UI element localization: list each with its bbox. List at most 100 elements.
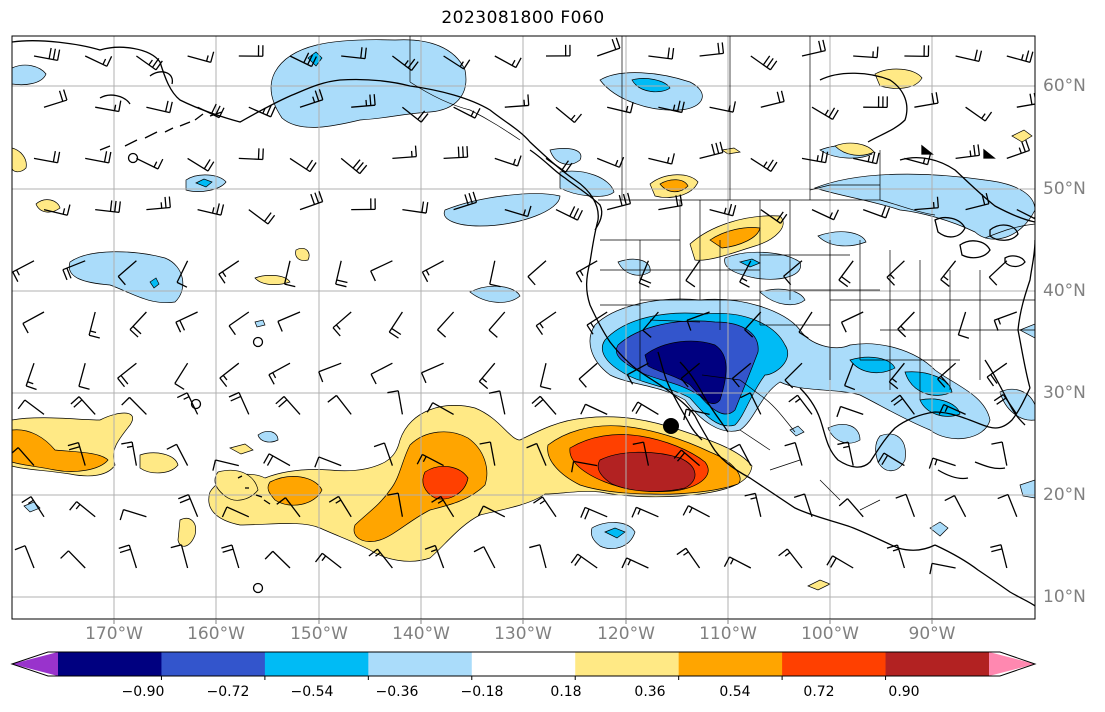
wind-barb [986,362,1008,387]
wind-barb [426,402,454,415]
wind-barb [993,311,1018,331]
lat-label-40n: 40°N [1043,281,1086,301]
wind-barb [555,206,583,221]
wind-barb [136,55,163,71]
wind-barb [531,395,557,415]
wind-barb [838,260,854,288]
colorbar-cell [678,652,783,676]
wind-barb [990,544,1008,569]
lon-label-170w: 170°W [85,624,143,644]
wind-barb [401,106,429,123]
wind-barb [22,311,45,334]
wind-barb [392,145,417,160]
wind-barb [811,209,839,221]
wind-barb [580,403,608,415]
lat-label-20n: 20°N [1043,485,1086,505]
wind-barb [686,311,710,331]
colorbar-cell [471,652,576,676]
wind-barb [744,492,762,517]
wind-barb [197,103,225,119]
wind-barb [275,396,301,415]
lat-label-50n: 50°N [1043,179,1086,199]
wind-barb [648,153,675,165]
lon-label-120w: 120°W [597,624,655,644]
wind-barb [488,311,506,338]
wind-barb [453,191,478,211]
colorbar-label: −0.90 [121,684,165,700]
wind-barb [676,547,701,569]
wind-barb [212,459,239,471]
wind-barb [709,203,737,217]
wind-barb [811,106,839,121]
wind-barb [197,203,225,216]
wind-barb [631,401,659,415]
wind-barb [539,363,552,390]
lat-label-60n: 60°N [1043,76,1086,96]
wind-barb [798,311,813,339]
wind-barb [965,192,990,211]
wind-barb [801,39,827,57]
wind-barb [327,394,352,415]
wind-barb [744,311,762,338]
wind-barb [392,55,419,71]
colorbar-label: 0.90 [888,684,920,700]
wind-barb [837,441,854,466]
wind-barb [638,260,652,288]
wind-barb [187,157,215,172]
wind-barb [248,209,276,225]
wind-barb [33,151,61,164]
wind-barb [85,151,112,164]
calm-wind-circle [127,152,139,164]
wind-barb [955,49,983,63]
wind-barb [784,441,803,466]
wind-barb [504,94,530,108]
wind-barb [95,200,121,214]
wind-barb [784,362,803,389]
wind-barb [335,260,348,288]
colorbar-extend-min [12,652,58,676]
wind-barb [78,363,90,390]
map-title: 2023081800 F060 [441,8,605,28]
wind-barb-pennant [983,148,996,159]
wind-barb [853,151,880,165]
colorbar-cell [264,652,369,676]
wind-barb [494,155,522,167]
wind-barb [897,311,915,338]
colorbar [10,651,1037,680]
wind-barb [642,311,659,338]
wind-barb [248,104,276,118]
wind-barb [632,441,650,466]
wind-barb [863,96,888,109]
wind-barb [299,89,324,108]
wind-barb [488,390,506,415]
wind-barb [176,260,189,288]
colorbar-label: 0.36 [634,684,666,700]
wind-barb [626,362,649,385]
wind-barbs [12,37,1035,594]
wind-barb [69,501,96,518]
wind-barb [658,194,683,211]
wind-barb [607,101,634,114]
wind-barb [479,441,496,466]
wind-barb [136,157,164,170]
wind-barb [170,544,189,569]
wind-barb [928,457,956,469]
wind-barb [25,362,37,391]
wind-barb [489,260,501,288]
lon-label-140w: 140°W [392,624,450,644]
wind-barb [836,405,864,418]
wind-barb [580,506,608,520]
wind-barb [263,453,291,467]
wind-barb [178,493,199,518]
wind-barb [997,493,1018,518]
wind-barb [12,260,35,282]
lon-label-100w: 100°W [801,624,859,644]
wind-barb [351,94,376,108]
wind-barb [888,362,905,390]
wind-barb [238,45,264,57]
wind-barb [473,546,496,569]
wind-barb-pennant [921,144,934,155]
colorbar-label: −0.36 [375,684,419,700]
wind-barb [778,548,803,569]
political-borders [409,36,1035,511]
